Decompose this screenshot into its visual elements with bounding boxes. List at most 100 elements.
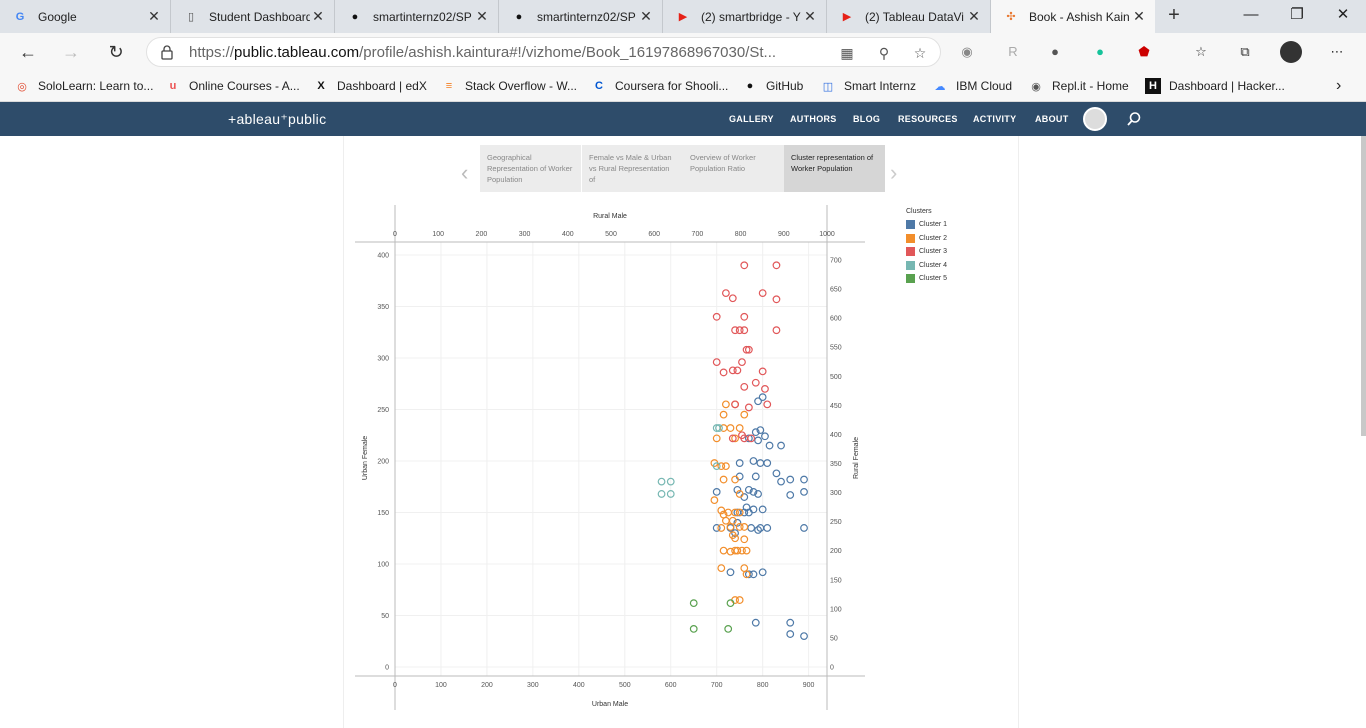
scatter-point[interactable]: [666, 477, 675, 486]
address-bar[interactable]: https://public.tableau.com/profile/ashis…: [146, 37, 941, 67]
minimize-icon[interactable]: —: [1243, 6, 1259, 23]
scatter-point[interactable]: [717, 462, 726, 471]
scatter-point[interactable]: [731, 508, 739, 517]
scatter-point[interactable]: [712, 488, 721, 496]
scatter-point[interactable]: [772, 261, 781, 270]
chart-points[interactable]: [657, 261, 808, 640]
forward-arrow-icon[interactable]: →: [62, 42, 80, 62]
tab-github-1[interactable]: ● smartinternz02/SP ✕: [335, 0, 499, 33]
scatter-point[interactable]: [724, 624, 733, 633]
bookmark-hackerrank[interactable]: H Dashboard | Hacker...: [1145, 77, 1285, 95]
close-icon[interactable]: ✕: [804, 8, 816, 24]
scatter-point[interactable]: [747, 524, 756, 532]
legend-item-cluster-1[interactable]: Cluster 1: [906, 218, 947, 232]
scatter-point[interactable]: [740, 261, 749, 270]
search-icon[interactable]: [1126, 111, 1142, 127]
scatter-point[interactable]: [735, 490, 744, 498]
bookmark-udemy[interactable]: u Online Courses - A...: [165, 77, 300, 95]
scatter-point[interactable]: [689, 624, 698, 633]
scatter-point[interactable]: [763, 400, 772, 409]
scatter-point[interactable]: [777, 477, 785, 486]
scatter-point[interactable]: [742, 546, 751, 555]
story-point-3[interactable]: Overview of Worker Population Ratio: [683, 145, 784, 192]
scatter-point[interactable]: [731, 529, 739, 537]
story-prev-chevron-icon[interactable]: ‹: [461, 160, 469, 185]
scatter-point[interactable]: [733, 518, 742, 527]
scatter-point[interactable]: [740, 382, 749, 391]
app-grid-icon[interactable]: ▦: [840, 45, 854, 61]
scatter-point[interactable]: [751, 428, 760, 437]
scatter-point[interactable]: [719, 546, 728, 555]
collections-icon[interactable]: ⧉: [1240, 44, 1250, 59]
menu-more-icon[interactable]: ⋯: [1330, 44, 1344, 59]
scatter-point[interactable]: [740, 535, 749, 544]
scatter-point[interactable]: [731, 326, 739, 335]
scatter-point[interactable]: [751, 378, 760, 387]
maximize-icon[interactable]: ❐: [1290, 6, 1304, 23]
scatter-point[interactable]: [740, 410, 749, 419]
bookmark-github[interactable]: ● GitHub: [742, 77, 804, 95]
scatter-point[interactable]: [772, 295, 781, 304]
scatter-point[interactable]: [735, 523, 744, 531]
scatter-point[interactable]: [786, 630, 795, 638]
tab-youtube-tableau[interactable]: ▶ (2) Tableau DataVi ✕: [827, 0, 991, 33]
scatter-point[interactable]: [758, 367, 767, 376]
scatter-point[interactable]: [749, 457, 758, 465]
nav-about[interactable]: ABOUT: [1035, 114, 1069, 124]
scatter-point[interactable]: [735, 424, 744, 432]
scatter-point[interactable]: [800, 632, 808, 640]
scatter-point[interactable]: [763, 524, 772, 532]
close-icon[interactable]: ✕: [640, 8, 652, 24]
scatter-point[interactable]: [721, 462, 730, 471]
favorite-add-icon[interactable]: ☆: [913, 45, 927, 61]
scatter-point[interactable]: [731, 434, 739, 443]
close-icon[interactable]: ✕: [968, 8, 980, 24]
zoom-icon[interactable]: ⚲: [878, 45, 890, 61]
user-avatar[interactable]: [1083, 107, 1107, 131]
window-close-icon[interactable]: ✕: [1336, 6, 1350, 23]
scatter-point[interactable]: [765, 441, 774, 450]
bookmark-smartinternz[interactable]: ◫ Smart Internz: [820, 77, 916, 95]
scatter-point[interactable]: [721, 400, 730, 409]
close-icon[interactable]: ✕: [476, 8, 488, 24]
scatter-point[interactable]: [758, 568, 767, 577]
scatter-point[interactable]: [761, 432, 769, 441]
tab-google[interactable]: G Google ✕: [0, 0, 171, 33]
scatter-point[interactable]: [712, 462, 721, 471]
story-point-1[interactable]: Geographical Representation of Worker Po…: [480, 145, 581, 192]
nav-resources[interactable]: RESOURCES: [898, 114, 958, 124]
bookmark-coursera[interactable]: C Coursera for Shooli...: [591, 77, 728, 95]
scatter-point[interactable]: [758, 393, 767, 402]
scatter-point[interactable]: [731, 534, 739, 543]
scatter-point[interactable]: [717, 564, 726, 573]
scatter-point[interactable]: [735, 508, 744, 517]
scatter-point[interactable]: [786, 491, 795, 499]
favorites-icon[interactable]: ☆: [1195, 44, 1207, 59]
ublock-shield-icon[interactable]: ⬟: [1138, 44, 1150, 59]
scatter-point[interactable]: [735, 596, 744, 604]
scatter-point[interactable]: [712, 312, 721, 321]
legend-item-cluster-3[interactable]: Cluster 3: [906, 245, 947, 259]
scatter-point[interactable]: [728, 366, 737, 375]
scatter-point[interactable]: [726, 523, 735, 531]
bookmark-replit[interactable]: ◉ Repl.it - Home: [1028, 77, 1129, 95]
scatter-point[interactable]: [756, 426, 765, 435]
scatter-point[interactable]: [733, 485, 742, 494]
scatter-point[interactable]: [744, 345, 753, 354]
scatter-point[interactable]: [800, 524, 808, 532]
story-point-4[interactable]: Cluster representation of Worker Populat…: [784, 145, 885, 192]
scatter-point[interactable]: [744, 485, 753, 494]
tab-github-2[interactable]: ● smartinternz02/SP ✕: [499, 0, 663, 33]
reload-icon[interactable]: ↻: [108, 42, 124, 62]
scatter-point[interactable]: [738, 358, 746, 367]
scatter-point[interactable]: [712, 524, 721, 532]
scatter-point[interactable]: [742, 570, 751, 579]
scatter-point[interactable]: [712, 434, 721, 443]
scatter-point[interactable]: [800, 488, 808, 496]
nav-activity[interactable]: ACTIVITY: [973, 114, 1017, 124]
bookmark-stackoverflow[interactable]: ≡ Stack Overflow - W...: [441, 77, 577, 95]
close-icon[interactable]: ✕: [1133, 8, 1145, 24]
scatter-point[interactable]: [657, 477, 666, 486]
scatter-point[interactable]: [728, 434, 737, 443]
scatter-point[interactable]: [721, 289, 730, 298]
